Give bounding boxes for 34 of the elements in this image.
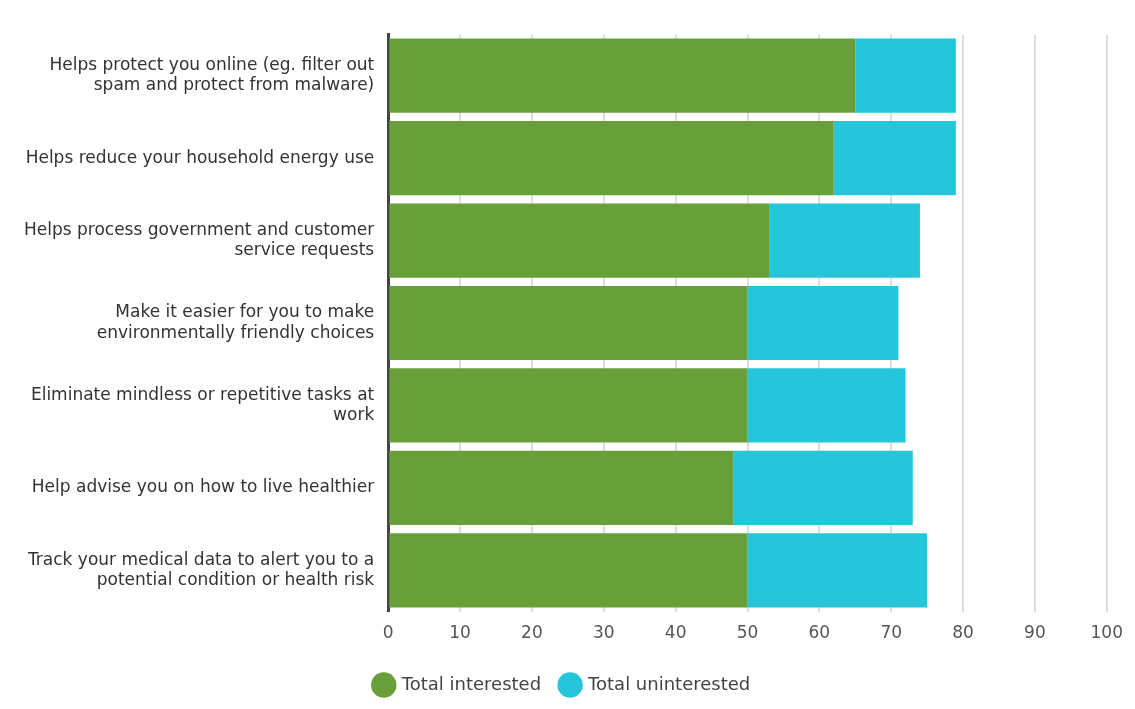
bar	[389, 450, 734, 526]
x-tick-label: 40	[664, 622, 687, 643]
bar	[747, 368, 906, 443]
x-tick-label: 90	[1024, 622, 1046, 643]
bar	[733, 450, 913, 526]
x-tick-label: 10	[449, 622, 471, 643]
x-tick-label: 70	[880, 622, 903, 643]
x-tick-label: 100	[1090, 622, 1123, 643]
bar	[769, 203, 920, 278]
x-tick-label: 0	[382, 622, 394, 643]
y-tick-label: Track your medical data to alert you to a potential condition or health risk	[26, 548, 375, 589]
y-tick-label: Make it easier for you to make environmentally friendly choices	[96, 301, 375, 342]
bar	[389, 533, 748, 608]
legend-label: Total uninterested	[587, 672, 751, 694]
x-tick-label: 50	[736, 622, 759, 643]
bar	[747, 285, 899, 361]
x-tick-label: 30	[592, 622, 615, 643]
bar	[389, 38, 856, 113]
x-tick-label: 80	[952, 622, 974, 643]
x-tick-label: 60	[808, 622, 831, 643]
bar	[389, 368, 748, 443]
bar	[389, 203, 770, 278]
bar	[833, 120, 956, 196]
x-tick-label: 20	[521, 622, 543, 643]
bar	[389, 120, 834, 196]
bar	[389, 285, 748, 361]
bar	[855, 38, 956, 113]
y-tick-label: Help advise you on how to live healthier	[31, 476, 375, 497]
y-tick-label: Helps process government and customer service requests	[23, 218, 375, 260]
y-tick-label: Helps protect you online (eg. filter out spam and protect from malware)	[49, 53, 375, 95]
legend-label: Total interested	[400, 672, 542, 694]
y-tick-label: Eliminate mindless or repetitive tasks at work	[30, 383, 375, 425]
bar	[747, 533, 928, 608]
y-tick-label: Helps reduce your household energy use	[25, 146, 375, 167]
